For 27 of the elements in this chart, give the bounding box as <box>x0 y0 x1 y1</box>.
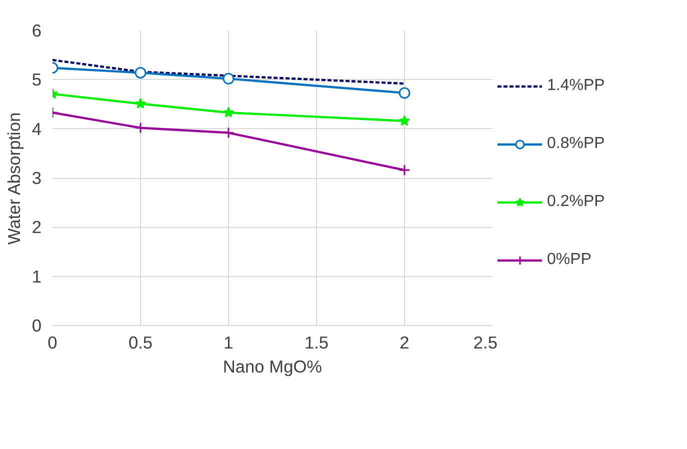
y-axis-title: Water Absorption <box>4 112 24 245</box>
point <box>398 87 410 99</box>
x-tick-label: 2 <box>400 332 410 352</box>
x-tick-label: 2.5 <box>473 332 498 352</box>
legend-label: 0.2%PP <box>547 193 605 211</box>
x-tick-label: 1 <box>224 332 234 352</box>
point <box>134 67 146 79</box>
y-tick-label: 1 <box>32 266 42 286</box>
y-tick-label: 5 <box>32 70 42 90</box>
x-tick-label: 0 <box>48 332 58 352</box>
y-tick-label: 6 <box>32 20 42 40</box>
x-tick-label: 1.5 <box>304 332 329 352</box>
point <box>222 72 234 84</box>
x-axis-title: Nano MgO% <box>222 356 322 376</box>
legend-label: 1.4%PP <box>547 77 605 95</box>
x-tick-label: 0.5 <box>128 332 153 352</box>
point <box>222 106 234 118</box>
y-tick-label: 4 <box>32 118 42 139</box>
point <box>398 164 410 176</box>
line-series <box>52 58 406 85</box>
point <box>398 115 410 126</box>
y-tick-label: 0 <box>32 316 42 336</box>
y-tick-label: 2 <box>32 217 42 238</box>
legend-label: 0%PP <box>547 251 592 269</box>
y-tick-label: 3 <box>32 168 42 188</box>
legend-label: 0.8%PP <box>547 135 605 153</box>
point <box>134 98 146 109</box>
